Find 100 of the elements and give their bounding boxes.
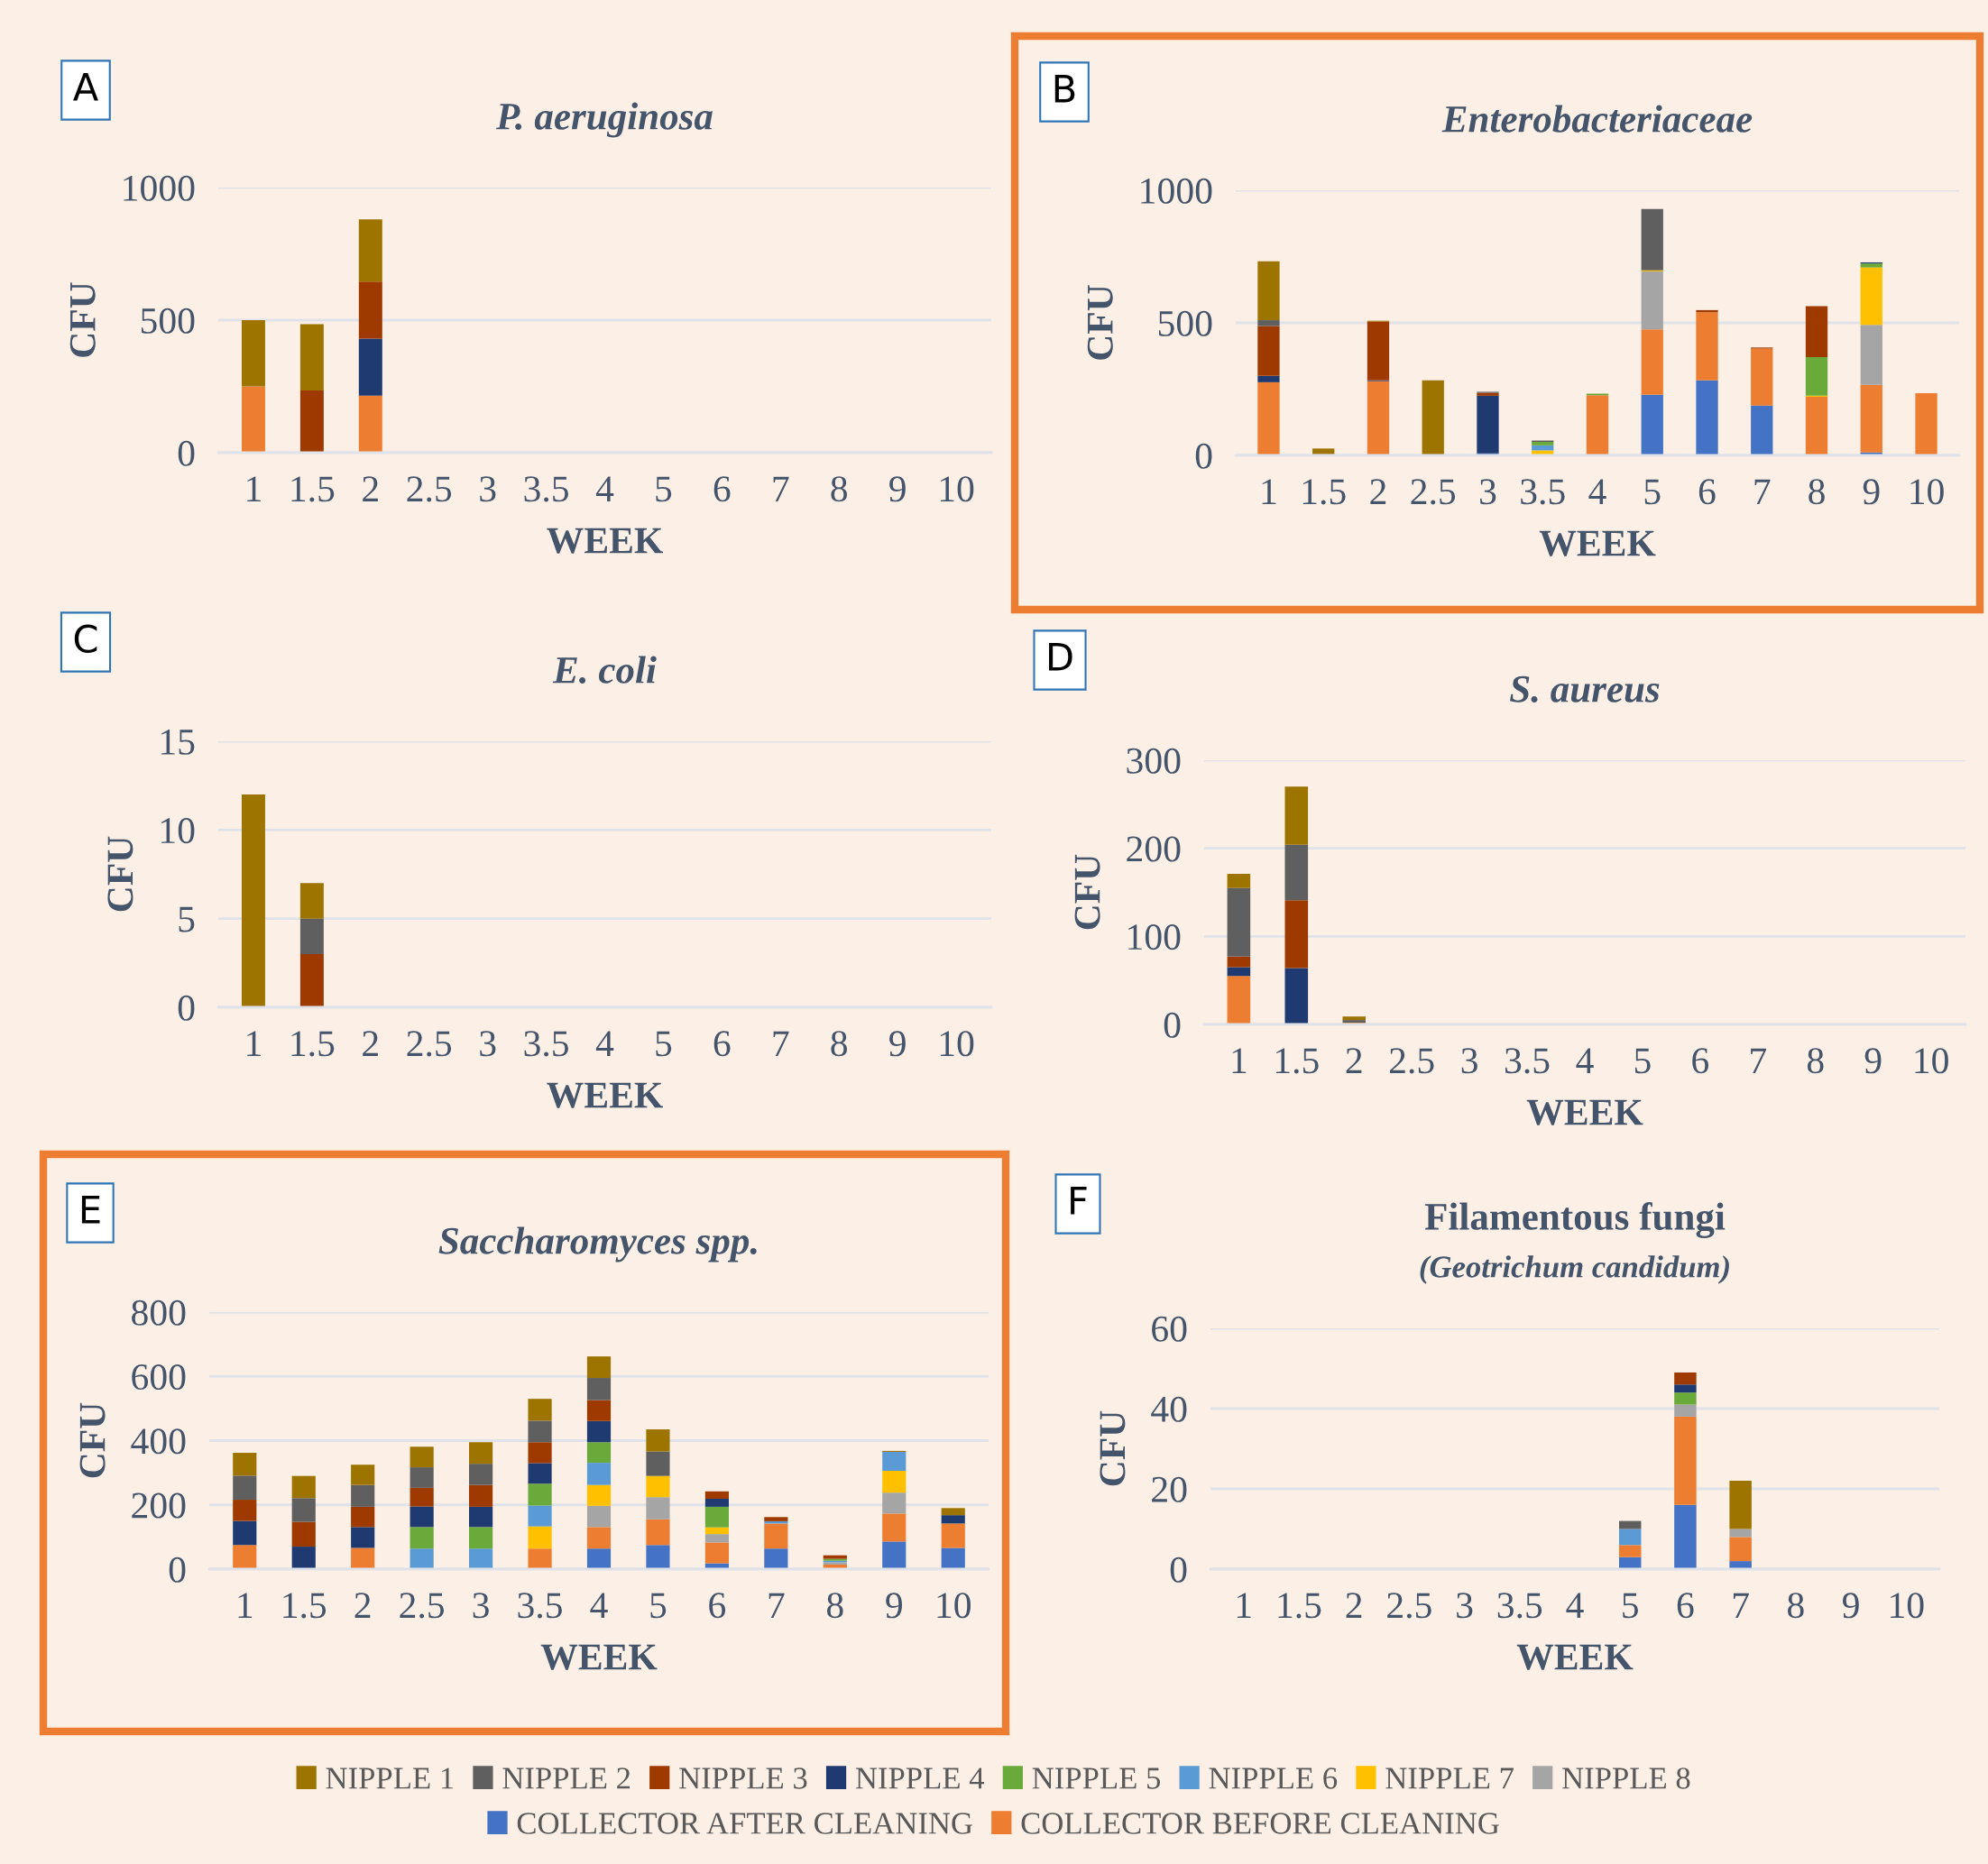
x-tick-label: 3 bbox=[1480, 479, 1496, 505]
x-axis-title: WEEK bbox=[1516, 1644, 1634, 1670]
chart-title: Enterobacteriaceae bbox=[1441, 105, 1753, 133]
text: B bbox=[1054, 75, 1075, 103]
x-tick-label: 1 bbox=[1232, 1048, 1247, 1073]
x-tick-label: 7 bbox=[1733, 1593, 1749, 1618]
x-tick-label: 1.5 bbox=[1302, 479, 1346, 505]
x-tick-label: 2 bbox=[354, 1593, 371, 1618]
x-tick-label: 3.5 bbox=[524, 476, 568, 502]
y-tick-label: 20 bbox=[1152, 1476, 1187, 1502]
x-tick-label: 6 bbox=[1677, 1593, 1694, 1619]
x-tick-label: 2 bbox=[1370, 479, 1386, 504]
chart-title: P. aeruginosa bbox=[496, 102, 713, 138]
x-tick-label: 2 bbox=[1346, 1593, 1362, 1618]
y-tick-label: 600 bbox=[132, 1364, 186, 1391]
legend-label: NIPPLE 8 bbox=[1562, 1768, 1690, 1789]
x-tick-label: 8 bbox=[831, 476, 848, 502]
y-tick-label: 0 bbox=[169, 1556, 186, 1583]
x-tick-label: 1 bbox=[1262, 479, 1276, 504]
x-tick-label: 3 bbox=[1461, 1048, 1477, 1074]
text: E bbox=[81, 1196, 100, 1224]
chart-subtitle: (Geotrichum candidum) bbox=[1420, 1255, 1729, 1284]
legend-label: NIPPLE 4 bbox=[855, 1768, 985, 1789]
y-tick-label: 500 bbox=[1158, 310, 1212, 336]
legend-label: NIPPLE 5 bbox=[1032, 1768, 1161, 1789]
y-axis-title: CFU bbox=[1100, 1410, 1126, 1486]
x-tick-label: 3.5 bbox=[1497, 1593, 1542, 1619]
x-tick-label: 5 bbox=[656, 476, 672, 502]
x-tick-label: 8 bbox=[1788, 1593, 1804, 1619]
x-tick-label: 5 bbox=[1623, 1593, 1638, 1619]
x-tick-label: 10 bbox=[1891, 1593, 1924, 1619]
legend-label: COLLECTOR BEFORE CLEANING bbox=[1021, 1813, 1499, 1834]
legend-label: NIPPLE 1 bbox=[326, 1768, 454, 1789]
x-tick-label: 9 bbox=[886, 1593, 902, 1619]
x-tick-label: 3 bbox=[480, 1031, 496, 1057]
text: C bbox=[74, 624, 97, 654]
x-tick-label: 2 bbox=[363, 476, 378, 501]
x-tick-label: 7 bbox=[1751, 1048, 1767, 1073]
x-tick-label: 6 bbox=[713, 476, 731, 502]
x-tick-label: 4 bbox=[595, 1031, 614, 1056]
y-tick-label: 400 bbox=[131, 1428, 186, 1455]
y-tick-label: 0 bbox=[1195, 443, 1212, 469]
x-tick-label: 8 bbox=[1809, 479, 1825, 505]
x-tick-label: 10 bbox=[940, 476, 974, 502]
y-axis-title: CFU bbox=[79, 1402, 106, 1478]
x-tick-label: 6 bbox=[713, 1031, 731, 1057]
y-tick-label: 60 bbox=[1152, 1316, 1187, 1342]
y-tick-label: 15 bbox=[161, 729, 195, 755]
x-tick-label: 5 bbox=[1644, 479, 1661, 505]
y-axis-title: CFU bbox=[1074, 854, 1100, 930]
x-tick-label: 2 bbox=[1346, 1048, 1362, 1073]
x-tick-label: 6 bbox=[1692, 1048, 1709, 1074]
x-tick-label: 10 bbox=[937, 1593, 971, 1619]
y-tick-label: 0 bbox=[178, 440, 195, 466]
x-tick-label: 10 bbox=[1915, 1048, 1948, 1074]
x-tick-label: 5 bbox=[656, 1031, 672, 1057]
x-tick-label: 8 bbox=[826, 1593, 843, 1619]
y-axis-title: CFU bbox=[69, 282, 96, 357]
x-tick-label: 4 bbox=[595, 476, 614, 501]
x-tick-label: 7 bbox=[773, 1031, 789, 1056]
legend-label: NIPPLE 3 bbox=[679, 1768, 807, 1789]
text: A bbox=[73, 73, 98, 101]
x-tick-label: 4 bbox=[1566, 1593, 1584, 1618]
x-tick-label: 7 bbox=[769, 1593, 785, 1618]
x-tick-label: 2 bbox=[363, 1031, 378, 1056]
x-tick-label: 1 bbox=[238, 1593, 253, 1618]
chart-title: S. aureus bbox=[1510, 675, 1660, 702]
legend-label: COLLECTOR AFTER CLEANING bbox=[517, 1813, 972, 1834]
y-tick-label: 10 bbox=[161, 818, 195, 844]
x-tick-label: 2.5 bbox=[1389, 1048, 1434, 1074]
y-tick-label: 1000 bbox=[124, 175, 195, 201]
x-tick-label: 9 bbox=[889, 476, 906, 502]
x-tick-label: 7 bbox=[1754, 479, 1771, 504]
x-tick-label: 2.5 bbox=[1411, 479, 1456, 505]
x-tick-label: 1 bbox=[247, 1031, 261, 1056]
y-axis-title: CFU bbox=[107, 836, 133, 912]
x-tick-label: 3.5 bbox=[524, 1031, 568, 1057]
y-tick-label: 0 bbox=[178, 995, 195, 1021]
text: D bbox=[1049, 643, 1072, 671]
y-tick-label: 100 bbox=[1128, 924, 1181, 950]
x-tick-label: 3 bbox=[1457, 1593, 1473, 1619]
y-tick-label: 0 bbox=[1170, 1556, 1187, 1583]
y-tick-label: 40 bbox=[1151, 1396, 1187, 1422]
y-tick-label: 500 bbox=[141, 308, 195, 334]
x-tick-label: 5 bbox=[1634, 1048, 1651, 1074]
x-tick-label: 9 bbox=[1863, 479, 1880, 505]
chart-title: Filamentous fungi bbox=[1424, 1202, 1726, 1238]
y-tick-label: 200 bbox=[132, 1492, 186, 1519]
x-tick-label: 6 bbox=[709, 1593, 726, 1619]
y-tick-label: 0 bbox=[1164, 1012, 1181, 1038]
y-tick-label: 200 bbox=[1127, 836, 1181, 862]
x-tick-label: 8 bbox=[831, 1031, 848, 1057]
y-tick-label: 1000 bbox=[1141, 178, 1212, 204]
x-tick-label: 3 bbox=[480, 476, 496, 502]
x-tick-label: 2.5 bbox=[407, 476, 452, 502]
x-tick-label: 1 bbox=[1237, 1593, 1251, 1618]
chart-title: E. coli bbox=[552, 656, 657, 684]
x-tick-label: 1.5 bbox=[1275, 1048, 1319, 1074]
x-tick-label: 9 bbox=[1842, 1593, 1859, 1619]
x-tick-label: 1.5 bbox=[291, 1031, 335, 1057]
